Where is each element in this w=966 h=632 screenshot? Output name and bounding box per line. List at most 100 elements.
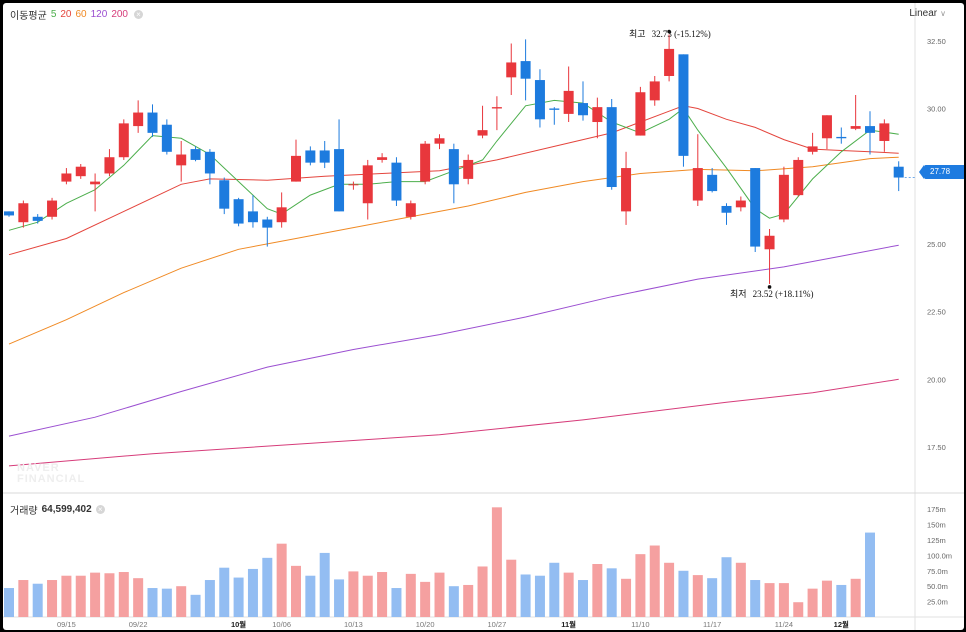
high-annotation: 최고 32.73 (-15.12%) — [629, 27, 711, 40]
volume-bar — [477, 566, 488, 617]
candle — [850, 94, 861, 131]
candle-body — [305, 150, 316, 163]
candle-body — [821, 115, 832, 139]
time-tick-label: 11/10 — [631, 620, 649, 629]
candle-body — [319, 150, 330, 163]
naver-financial-watermark: NAVER FINANCIAL — [17, 463, 85, 485]
time-tick-label: 10/27 — [488, 620, 507, 629]
candle — [707, 168, 718, 193]
volume-tick-label: 50.0m — [927, 582, 948, 591]
candle-body — [506, 62, 517, 78]
candle-body — [563, 90, 574, 114]
candle — [836, 127, 847, 144]
candle-body — [764, 235, 775, 250]
volume-bar — [635, 554, 646, 617]
candle-body — [420, 143, 431, 182]
price-tick-label: 30.00 — [927, 104, 946, 113]
legend-ma200[interactable]: 200 — [111, 9, 128, 20]
volume-bar — [276, 543, 287, 617]
candle-body — [893, 166, 904, 178]
candle-body — [836, 136, 847, 139]
chart-canvas[interactable]: 32.5030.0027.5025.0022.5020.0017.50175m1… — [3, 3, 964, 630]
time-tick-label: 09/15 — [57, 620, 76, 629]
candle — [635, 86, 646, 136]
volume-bar — [836, 584, 847, 617]
candle-body — [678, 54, 689, 156]
candle-body — [61, 173, 72, 182]
volume-bar — [563, 572, 574, 617]
candle — [549, 107, 560, 125]
close-legend-icon[interactable]: × — [134, 10, 143, 19]
scale-mode-dropdown[interactable]: Linear ∨ — [909, 8, 946, 19]
volume-bar — [865, 532, 875, 617]
candle — [75, 163, 86, 179]
candle — [491, 96, 502, 131]
candle — [18, 200, 29, 228]
candle-body — [549, 108, 560, 110]
candle-body — [104, 157, 115, 174]
candle-body — [133, 112, 144, 127]
volume-bar — [262, 557, 273, 617]
volume-bar — [735, 562, 746, 617]
candle-body — [750, 168, 761, 247]
candle — [821, 115, 832, 150]
legend-ma60[interactable]: 60 — [75, 9, 87, 20]
volume-bar — [592, 564, 603, 617]
candle — [477, 105, 488, 139]
moving-average-legend[interactable]: 이동평균 5 20 60 120 200 × — [10, 7, 143, 22]
time-tick-label: 10/06 — [272, 620, 291, 629]
volume-bar — [621, 578, 632, 617]
volume-bar — [578, 580, 588, 617]
high-annotation-value: 32.73 (-15.12%) — [651, 29, 711, 39]
volume-bar — [549, 562, 560, 617]
chevron-down-icon: ∨ — [940, 9, 946, 18]
candle-body — [578, 103, 588, 116]
candle-body — [348, 184, 359, 186]
volume-bar — [664, 562, 675, 617]
high-annotation-label: 최고 — [629, 29, 646, 39]
candle-body — [534, 80, 545, 120]
candle-body — [621, 168, 632, 212]
candle-body — [334, 149, 345, 212]
price-tick-label: 25.00 — [927, 240, 946, 249]
volume-bar — [61, 575, 72, 617]
candle — [592, 97, 603, 139]
candle-body — [291, 155, 301, 182]
candle — [133, 100, 144, 133]
volume-bar — [247, 568, 258, 617]
legend-ma5[interactable]: 5 — [50, 9, 57, 20]
candle-body — [219, 180, 230, 209]
volume-bar — [850, 578, 861, 617]
volume-bar — [18, 580, 29, 617]
candle — [750, 168, 761, 252]
candle — [721, 203, 732, 225]
volume-bar — [233, 577, 244, 617]
volume-bar — [434, 572, 445, 617]
candle — [606, 99, 617, 190]
volume-bar — [405, 573, 416, 617]
legend-ma120[interactable]: 120 — [90, 9, 108, 20]
volume-bar — [520, 574, 531, 617]
volume-bar — [305, 575, 316, 617]
volume-tick-label: 175m — [927, 505, 946, 514]
candle — [104, 149, 115, 177]
candle — [233, 197, 244, 227]
volume-bar — [448, 586, 459, 617]
candle — [807, 132, 818, 155]
candle-body — [477, 130, 488, 136]
legend-ma20[interactable]: 20 — [60, 9, 72, 20]
low-annotation: 최저 23.52 (+18.11%) — [730, 287, 814, 300]
candle-body — [391, 162, 402, 201]
candle-body — [692, 168, 703, 201]
candle — [32, 214, 43, 224]
candle-body — [90, 181, 101, 185]
watermark-line1: NAVER — [17, 462, 60, 474]
candle — [4, 211, 14, 217]
candle — [90, 173, 101, 212]
low-annotation-label: 최저 — [730, 289, 747, 299]
legend-title: 이동평균 — [10, 11, 47, 22]
close-volume-icon[interactable]: × — [95, 505, 105, 514]
candle — [434, 134, 445, 150]
candle — [247, 195, 258, 228]
candle-body — [18, 203, 29, 223]
